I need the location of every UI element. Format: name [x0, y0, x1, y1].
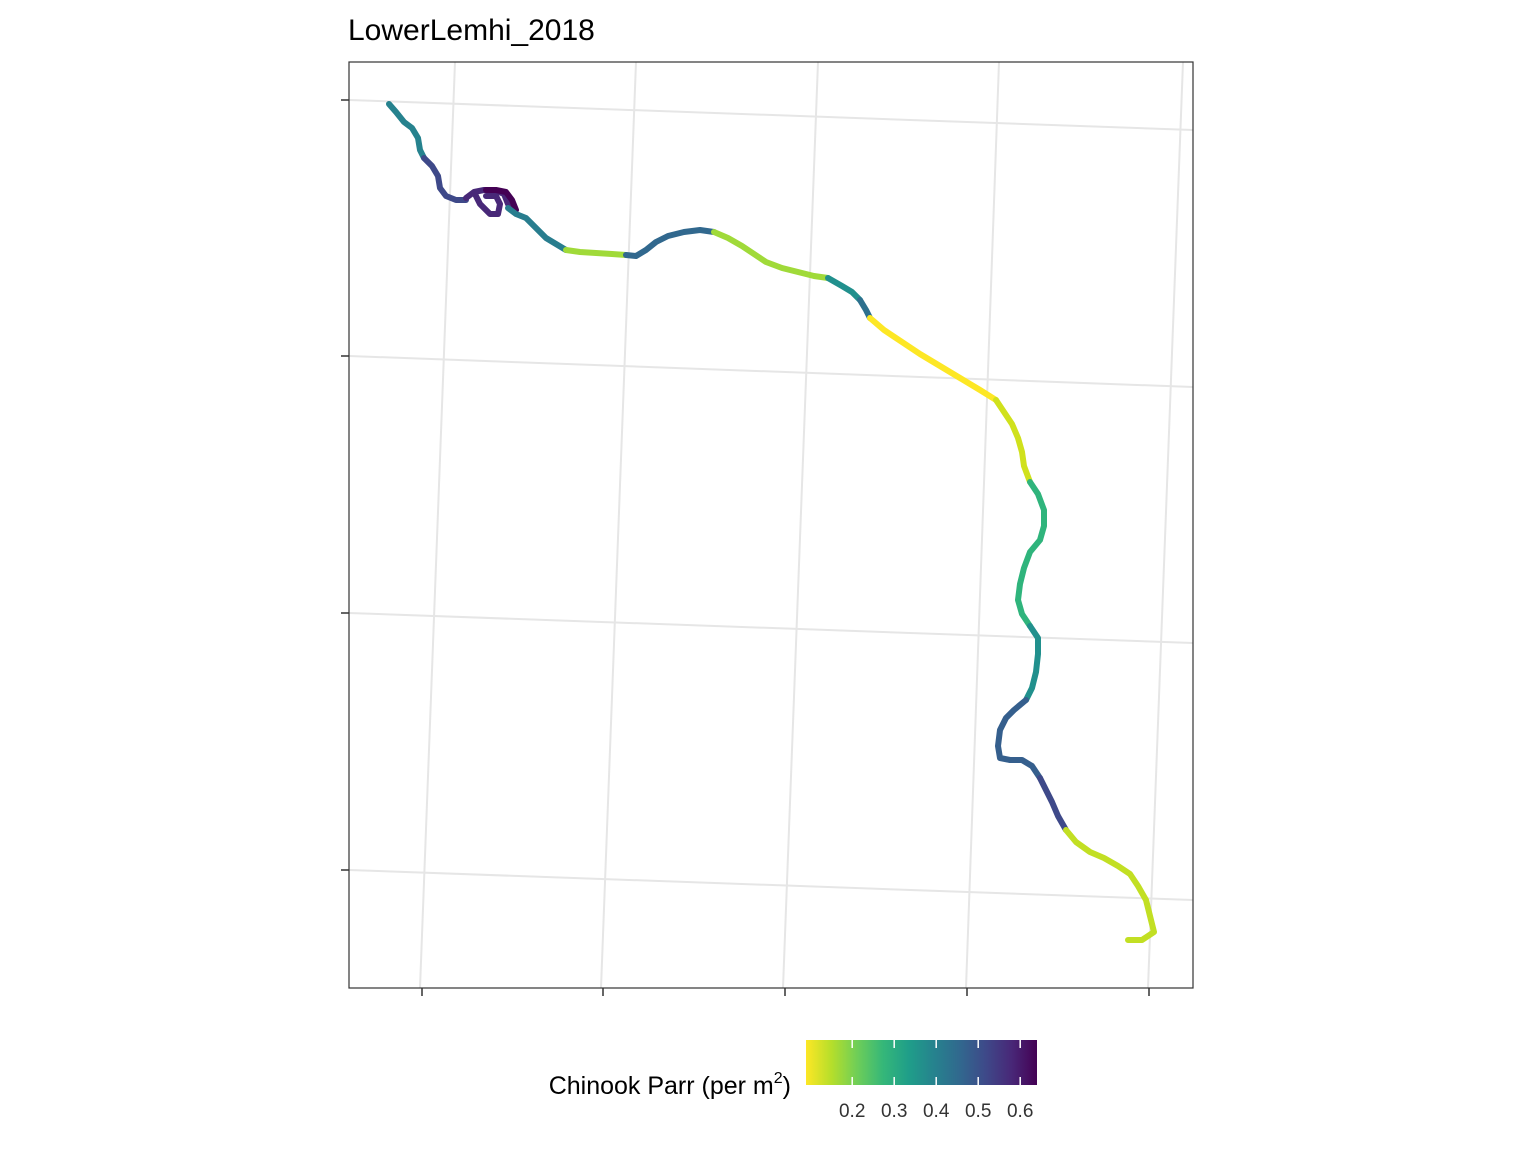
- graticule-line: [600, 62, 637, 988]
- map-title: LowerLemhi_2018: [348, 14, 595, 47]
- graticule: [349, 62, 1193, 988]
- legend-tick-label: 0.3: [881, 1101, 907, 1122]
- river-segment: [421, 155, 469, 203]
- legend-colorbar: [806, 1040, 1037, 1085]
- legend-tick-label: 0.2: [839, 1101, 865, 1122]
- map-panel: [341, 61, 1194, 996]
- graticule-line: [1147, 62, 1184, 988]
- river-segment: [711, 229, 831, 281]
- legend-tick-label: 0.5: [965, 1101, 991, 1122]
- river-segment: [995, 697, 1043, 781]
- legend: Chinook Parr (per m2) 0.2 0.3 0.4 0.5 0.6: [549, 1040, 1037, 1122]
- river-segment: [867, 315, 999, 403]
- river-segment: [483, 187, 519, 213]
- graticule-line: [349, 869, 1193, 901]
- legend-title: Chinook Parr (per m2): [549, 1070, 791, 1100]
- river-segment: [623, 227, 717, 259]
- graticule-line: [782, 62, 819, 988]
- graticule-line: [349, 99, 1193, 131]
- graticule-line: [965, 62, 1000, 988]
- river-segment: [1023, 623, 1041, 703]
- graticule-line: [349, 355, 1193, 388]
- river-segment: [563, 247, 629, 258]
- river-segment: [386, 101, 427, 161]
- river-segment: [825, 275, 863, 303]
- graticule-line: [419, 62, 456, 988]
- river-segment: [993, 397, 1033, 485]
- river-segment: [1015, 479, 1047, 629]
- legend-tick-label: 0.6: [1007, 1101, 1033, 1122]
- river-segment: [1063, 827, 1157, 943]
- river-network: [386, 101, 1157, 943]
- river-segment: [505, 205, 569, 253]
- graticule-line: [349, 612, 1193, 644]
- river-segment: [1037, 775, 1069, 833]
- legend-ticks: 0.2 0.3 0.4 0.5 0.6: [839, 1040, 1033, 1122]
- legend-tick-label: 0.4: [923, 1101, 950, 1122]
- panel-border: [348, 61, 1194, 989]
- axis-ticks: [341, 99, 1150, 996]
